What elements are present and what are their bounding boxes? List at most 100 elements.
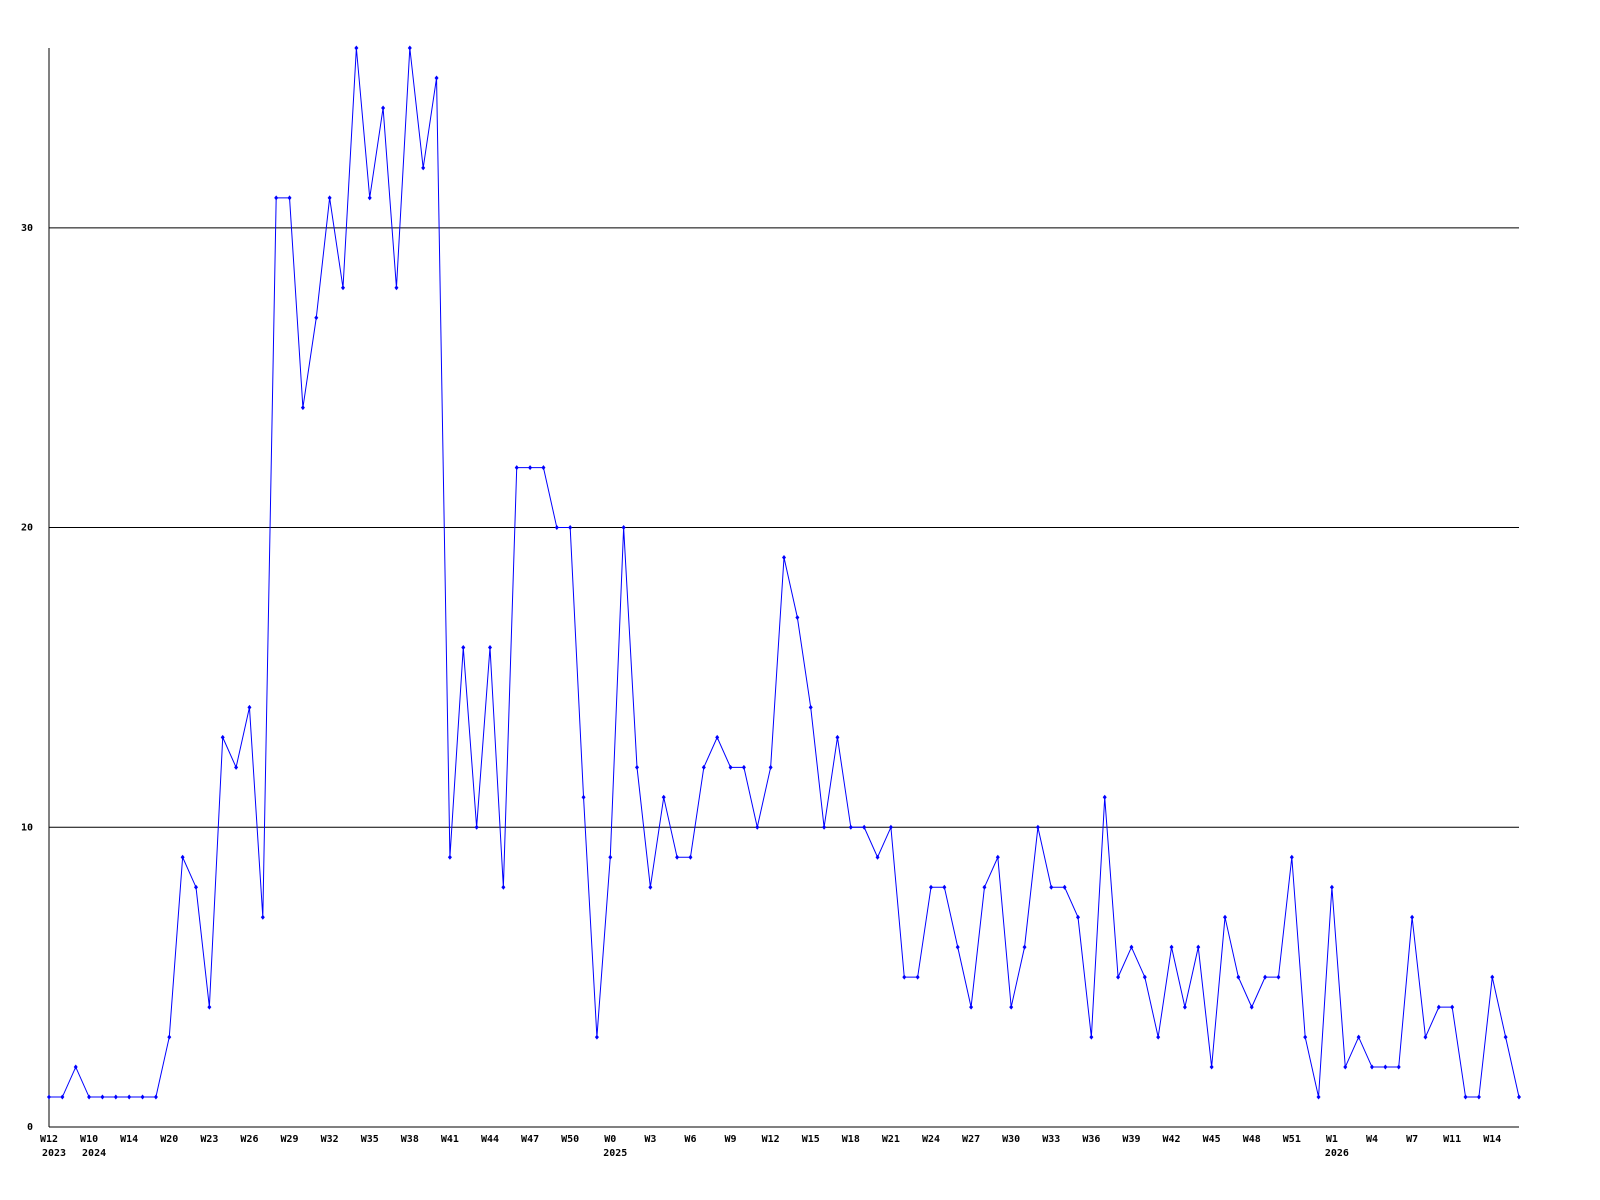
point [488,644,492,650]
point [902,974,907,980]
point [167,1034,172,1040]
x-tick-label: W45 [1203,1134,1221,1145]
x-tick-label: W26 [240,1134,258,1145]
point [554,525,559,531]
point [888,824,893,830]
y-tick-label: 30 [21,223,33,234]
point [1396,1064,1401,1070]
point [1102,794,1107,800]
x-tick-label: W12 [762,1134,780,1145]
x-tick-label: W6 [684,1134,696,1145]
point [715,734,720,740]
point [1062,884,1067,890]
x-tick-label: W48 [1243,1134,1261,1145]
point [1076,914,1080,920]
point [73,1064,78,1070]
point [1022,944,1027,950]
point [1249,1004,1254,1010]
x-tick-label: W9 [725,1134,737,1145]
point [1476,1094,1481,1100]
point [995,854,1000,860]
x-year-label: 2024 [82,1148,106,1159]
point [1223,914,1227,920]
x-tick-label: W35 [361,1134,379,1145]
point [675,854,680,860]
point [1370,1064,1374,1070]
x-tick-label: W36 [1082,1134,1100,1145]
x-tick-label: W29 [281,1134,299,1145]
point [594,1034,599,1040]
x-tick-label: W23 [200,1134,218,1145]
x-tick-label: W44 [481,1134,499,1145]
point [1142,974,1147,980]
point [969,1004,974,1010]
point [1423,1034,1428,1040]
point [153,1094,158,1100]
point [341,285,345,291]
point [47,1094,51,1100]
point [113,1094,118,1100]
point [501,884,506,890]
point [1450,1004,1455,1010]
y-tick-label: 0 [27,1122,33,1133]
x-tick-label: W20 [160,1134,178,1145]
point [1517,1094,1521,1100]
x-tick-label: W1 [1326,1134,1338,1145]
point [1490,974,1495,980]
point [782,555,786,561]
point [1463,1094,1468,1100]
point [848,824,853,830]
point [1196,944,1201,950]
x-tick-label: W0 [604,1134,616,1145]
point [461,644,466,650]
point [220,734,225,740]
point [1263,974,1268,980]
point [234,764,239,770]
point [354,45,359,51]
point [60,1094,65,1100]
point [127,1094,132,1100]
point [300,405,305,411]
point [1209,1064,1214,1070]
point [1156,1034,1161,1040]
x-tick-label: W3 [644,1134,656,1145]
x-tick-label: W14 [1483,1134,1501,1145]
point [1303,1034,1308,1040]
point [1009,1004,1014,1010]
point [581,794,586,800]
x-tick-label: W12 [40,1134,58,1145]
point [808,704,813,710]
point [635,764,639,770]
x-tick-label: W50 [561,1134,579,1145]
point [274,195,279,201]
point [1236,974,1241,980]
point [447,854,452,860]
x-tick-label: W33 [1042,1134,1060,1145]
point [100,1094,105,1100]
line [49,47,1520,1098]
point [741,764,746,770]
point [822,824,827,830]
x-tick-label: W10 [80,1134,98,1145]
point [1182,1004,1187,1010]
point [541,465,546,471]
point [287,195,292,201]
point [314,315,319,321]
x-tick-label: W14 [120,1134,138,1145]
point [407,45,412,51]
x-tick-label: W30 [1002,1134,1020,1145]
point [942,884,947,890]
point [955,944,960,950]
point [701,764,706,770]
point [260,914,265,920]
point [1289,854,1294,860]
point [1343,1064,1348,1070]
x-year-label: 2025 [603,1148,627,1159]
x-tick-label: W32 [321,1134,339,1145]
point [915,974,920,980]
point [688,854,693,860]
point [755,824,760,830]
point [434,75,439,81]
point [862,824,867,830]
x-tick-label: W38 [401,1134,419,1145]
